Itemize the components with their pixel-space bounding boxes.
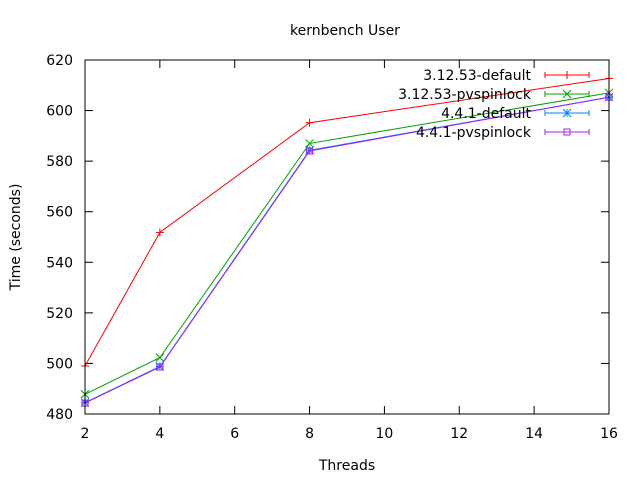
y-tick-label: 540 [46,255,73,271]
y-tick-label: 480 [46,407,73,423]
legend: 3.12.53-default 3.12.53-pvspinlock 4.4.1-d… [398,68,590,141]
data-point [563,71,571,79]
data-point [156,363,164,371]
legend-item: 3.12.53-default [423,68,590,84]
x-tick-label: 16 [600,426,618,442]
data-point [155,228,164,237]
data-point [563,128,571,136]
x-axis-ticks: 2 4 6 8 10 12 14 16 [81,60,618,442]
x-tick-label: 12 [450,426,468,442]
x-tick-label: 14 [525,426,543,442]
x-tick-label: 6 [230,426,239,442]
legend-label: 3.12.53-pvspinlock [398,87,532,103]
y-axis-ticks: 480 500 520 540 560 580 600 620 [46,53,609,423]
legend-item: 4.4.1-default [441,106,590,122]
series-layer [80,74,614,407]
data-point [562,89,572,99]
y-tick-label: 600 [46,104,73,120]
y-tick-label: 620 [46,53,73,69]
data-point [562,108,572,118]
x-tick-label: 2 [81,426,90,442]
y-tick-label: 500 [46,356,73,372]
series-4.4.1-default [80,92,614,407]
legend-item: 3.12.53-pvspinlock [398,87,590,103]
data-point [305,139,314,148]
y-axis-label: Time (seconds) [8,184,24,292]
series-3.12.53-default [81,74,613,370]
series-line [84,78,610,367]
data-point [155,353,165,362]
series-line [84,96,610,404]
x-tick-label: 10 [376,426,394,442]
legend-label: 3.12.53-default [423,68,531,84]
y-tick-label: 520 [46,306,73,322]
y-tick-label: 580 [46,154,73,170]
series-line [84,96,610,404]
y-tick-label: 560 [46,205,73,221]
chart-title: kernbench User [290,23,400,39]
plot-frame [84,59,610,415]
x-tick-label: 8 [305,426,314,442]
x-axis-label: Threads [318,458,375,474]
legend-item: 4.4.1-pvspinlock [416,125,590,141]
legend-label: 4.4.1-pvspinlock [416,125,532,141]
data-point [306,147,314,155]
series-line [84,92,610,395]
data-point [305,118,314,127]
x-tick-label: 4 [155,426,164,442]
legend-label: 4.4.1-default [441,106,531,122]
series-3.12.53-pvspinlock [80,88,614,399]
